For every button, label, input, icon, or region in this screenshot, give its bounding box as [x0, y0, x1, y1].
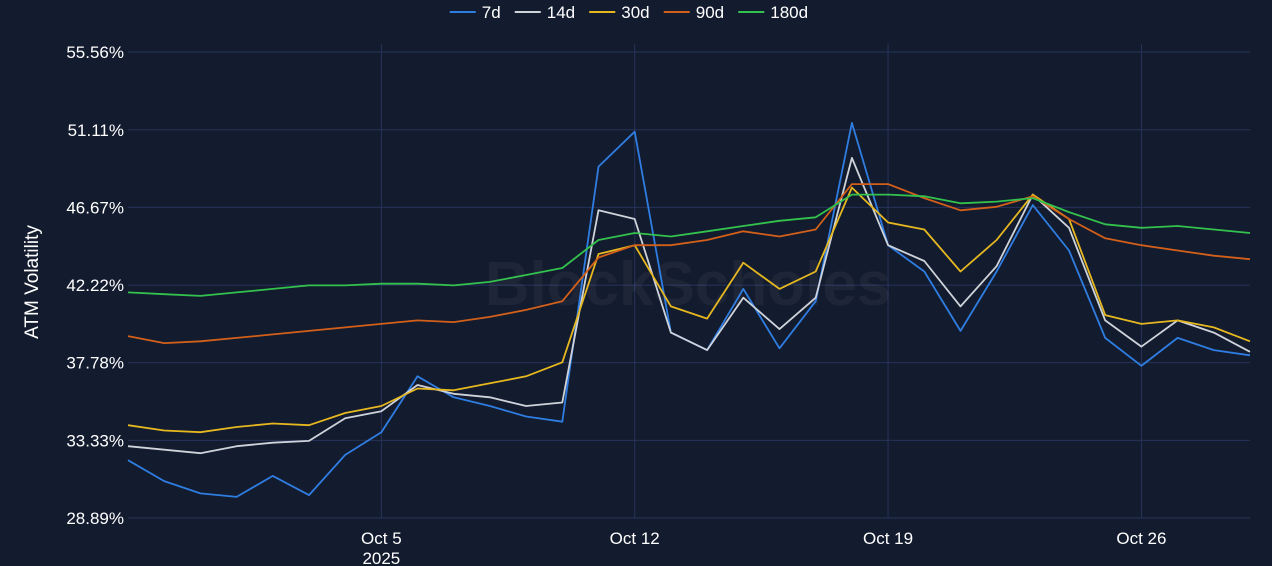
y-tick-label: 51.11%	[68, 121, 124, 140]
x-tick-label: Oct 19	[863, 529, 913, 548]
legend-label: 7d	[482, 3, 501, 22]
x-tick-sublabel: 2025	[362, 549, 400, 566]
legend-item-180d[interactable]: 180d	[738, 3, 808, 22]
legend[interactable]: 7d 14d 30d 90d 180d	[449, 3, 808, 22]
y-tick-label: 33.33%	[66, 431, 124, 450]
legend-label: 180d	[770, 3, 808, 22]
y-tick-label: 37.78%	[66, 354, 124, 373]
legend-item-14d[interactable]: 14d	[514, 3, 575, 22]
series-lines	[127, 122, 1251, 498]
y-tick-label: 46.67%	[66, 198, 124, 217]
x-tick-label: Oct 5	[361, 529, 402, 548]
legend-item-7d[interactable]: 7d	[449, 3, 501, 22]
series-line-14d	[127, 157, 1251, 455]
x-tick-label: Oct 12	[610, 529, 660, 548]
legend-item-30d[interactable]: 30d	[589, 3, 650, 22]
y-axis-title: ATM Volatility	[22, 225, 43, 339]
y-tick-label: 28.89%	[66, 509, 124, 528]
x-tick-label: Oct 26	[1116, 529, 1166, 548]
y-tick-label: 55.56%	[66, 43, 124, 62]
grid	[128, 44, 1250, 519]
legend-label: 90d	[696, 3, 724, 22]
legend-item-90d[interactable]: 90d	[663, 3, 724, 22]
series-line-90d	[127, 183, 1251, 344]
y-axis-ticks: 28.89% 33.33% 37.78% 42.22% 46.67% 51.11% 55.5…	[66, 43, 124, 528]
legend-label: 14d	[547, 3, 575, 22]
watermark: BlockScholes	[485, 250, 892, 319]
legend-label: 30d	[621, 3, 649, 22]
y-tick-label: 42.22%	[66, 276, 124, 295]
series-line-180d	[127, 193, 1251, 297]
